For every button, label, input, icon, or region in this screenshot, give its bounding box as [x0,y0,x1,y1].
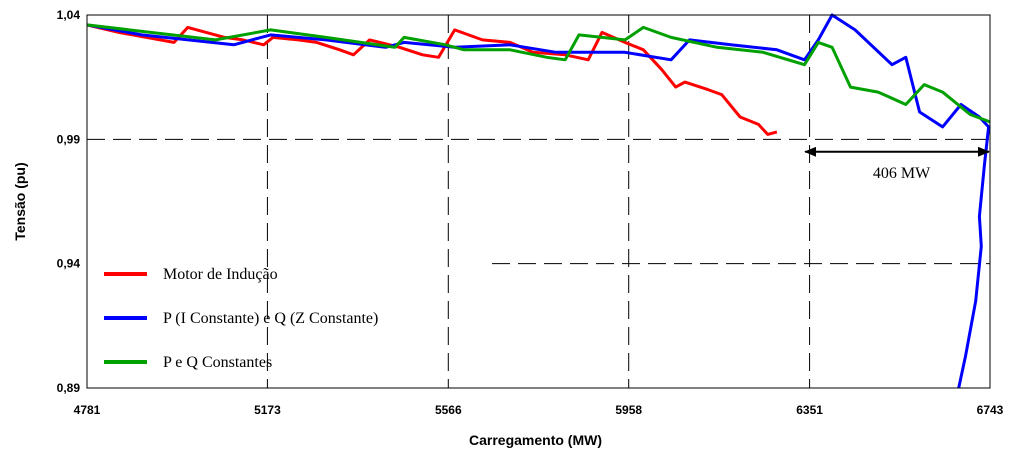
series-lines [87,15,990,388]
annotation-label: 406 MW [873,165,931,182]
x-tick-label: 4781 [74,403,101,417]
y-tick-label: 1,04 [57,8,81,22]
y-axis-title: Tensão (pu) [12,162,28,240]
legend-label-2: P e Q Constantes [163,354,272,371]
x-axis-title: Carregamento (MW) [469,432,602,448]
legend: Motor de Indução P (I Constante) e Q (Z C… [104,266,378,371]
x-tick-label: 5566 [435,403,462,417]
y-tick-label: 0,89 [57,381,81,395]
plot-area-frame [87,15,990,388]
x-tick-label: 6351 [796,403,823,417]
series-line-1 [87,15,989,388]
x-tick-label: 5958 [615,403,642,417]
series-line-2 [87,25,990,122]
annotation: 406 MW [805,152,989,182]
x-tick-label: 6743 [977,403,1004,417]
x-tick-label: 5173 [254,403,281,417]
y-tick-label: 0,94 [57,257,81,271]
legend-label-0: Motor de Indução [163,266,278,283]
y-tick-label: 0,99 [57,132,81,146]
legend-label-1: P (I Constante) e Q (Z Constante) [163,310,378,327]
grid-lines [87,15,990,388]
